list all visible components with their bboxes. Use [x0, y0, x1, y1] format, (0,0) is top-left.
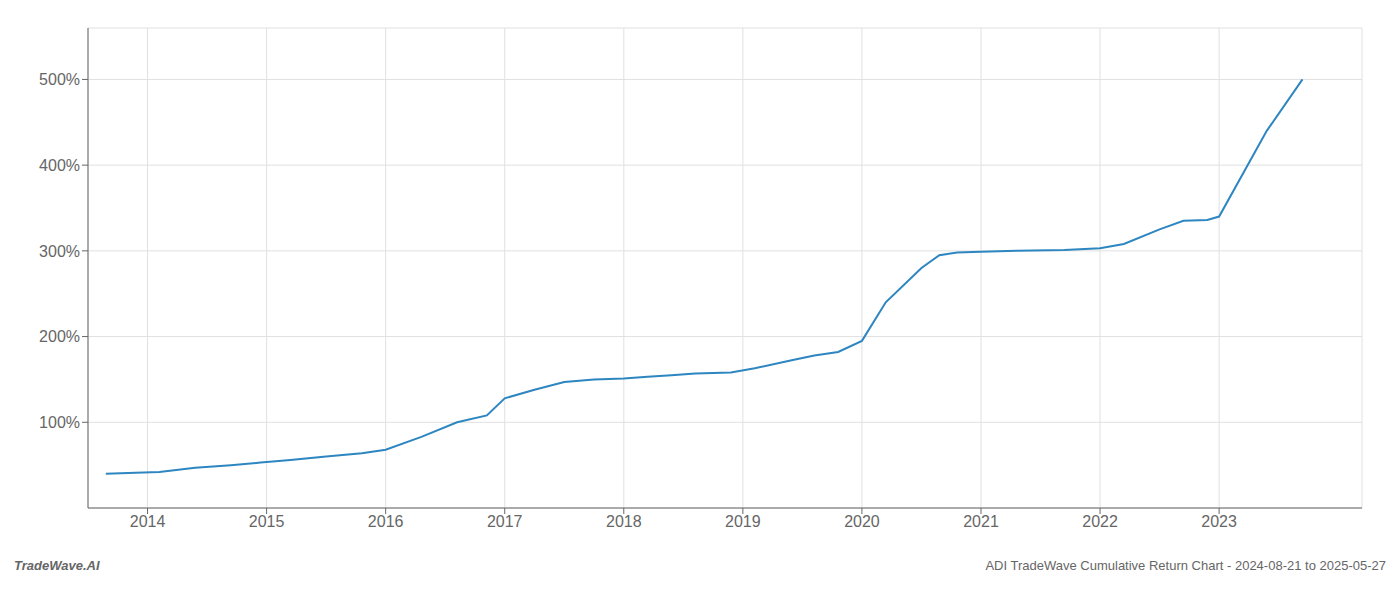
svg-text:2020: 2020 — [844, 513, 880, 530]
svg-text:2014: 2014 — [130, 513, 166, 530]
svg-text:2022: 2022 — [1082, 513, 1118, 530]
svg-text:2015: 2015 — [249, 513, 285, 530]
svg-text:400%: 400% — [39, 157, 80, 174]
html-text:ADI TradeWave Cumulative Retur: ADI TradeWave Cumulative Return Chart - … — [985, 558, 1386, 573]
svg-text:2017: 2017 — [487, 513, 523, 530]
svg-text:2018: 2018 — [606, 513, 642, 530]
svg-text:2021: 2021 — [963, 513, 999, 530]
svg-text:500%: 500% — [39, 71, 80, 88]
html-text:TradeWave.AI: TradeWave.AI — [14, 558, 100, 573]
svg-text:2023: 2023 — [1201, 513, 1237, 530]
svg-text:2019: 2019 — [725, 513, 761, 530]
svg-text:100%: 100% — [39, 414, 80, 431]
svg-text:300%: 300% — [39, 243, 80, 260]
svg-text:200%: 200% — [39, 328, 80, 345]
svg-text:2016: 2016 — [368, 513, 404, 530]
